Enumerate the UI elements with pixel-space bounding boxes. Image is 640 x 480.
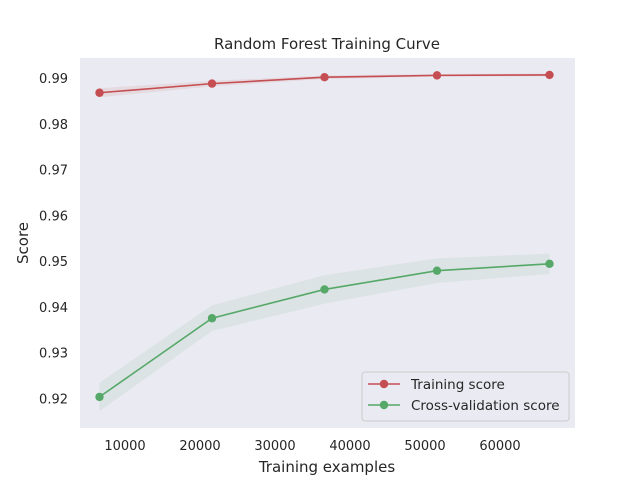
x-tick-label-2: 30000: [254, 439, 295, 454]
x-tick-label-3: 40000: [329, 439, 370, 454]
legend: Training score Cross-validation score: [361, 371, 570, 422]
x-tick-labels: 10000 20000 30000 40000 50000 60000: [104, 439, 520, 454]
legend-label-cross-validation: Cross-validation score: [411, 398, 560, 414]
legend-marker-cross-validation: [379, 400, 389, 410]
y-tick-label-7: 0.99: [39, 72, 68, 87]
x-tick-label-5: 60000: [479, 439, 520, 454]
cross-validation-point-0: [95, 392, 104, 402]
legend-marker-training: [379, 379, 389, 389]
x-tick-label-1: 20000: [179, 439, 220, 454]
y-tick-label-5: 0.97: [39, 164, 68, 179]
legend-box: [361, 371, 570, 422]
chart-title: Random Forest Training Curve: [214, 35, 440, 53]
y-tick-label-1: 0.93: [39, 347, 68, 362]
x-tick-label-4: 50000: [404, 439, 445, 454]
y-tick-label-3: 0.95: [39, 255, 68, 270]
y-axis-label: Score: [14, 222, 32, 264]
cross-validation-point-1: [207, 314, 217, 323]
cross-validation-point-4: [545, 259, 554, 269]
cross-validation-point-2: [320, 285, 329, 294]
y-tick-labels: 0.92 0.93 0.94 0.95 0.96 0.97 0.98 0.99: [39, 72, 68, 407]
y-tick-label-0: 0.92: [39, 392, 68, 407]
training-point-3: [432, 71, 442, 80]
training-point-1: [207, 79, 217, 88]
cross-validation-point-3: [432, 266, 442, 275]
training-point-2: [320, 73, 329, 82]
cross-validation-confidence-band: [99, 253, 550, 412]
training-point-4: [545, 70, 554, 80]
legend-label-training: Training score: [410, 377, 505, 393]
x-axis-label: Training examples: [258, 458, 396, 476]
y-tick-label-6: 0.98: [39, 118, 68, 133]
plot-background: [80, 58, 575, 428]
y-tick-label-2: 0.94: [39, 301, 68, 316]
training-point-0: [95, 88, 104, 97]
y-tick-label-4: 0.96: [39, 209, 68, 224]
x-tick-label-0: 10000: [104, 439, 145, 454]
series-markers: [95, 70, 554, 402]
